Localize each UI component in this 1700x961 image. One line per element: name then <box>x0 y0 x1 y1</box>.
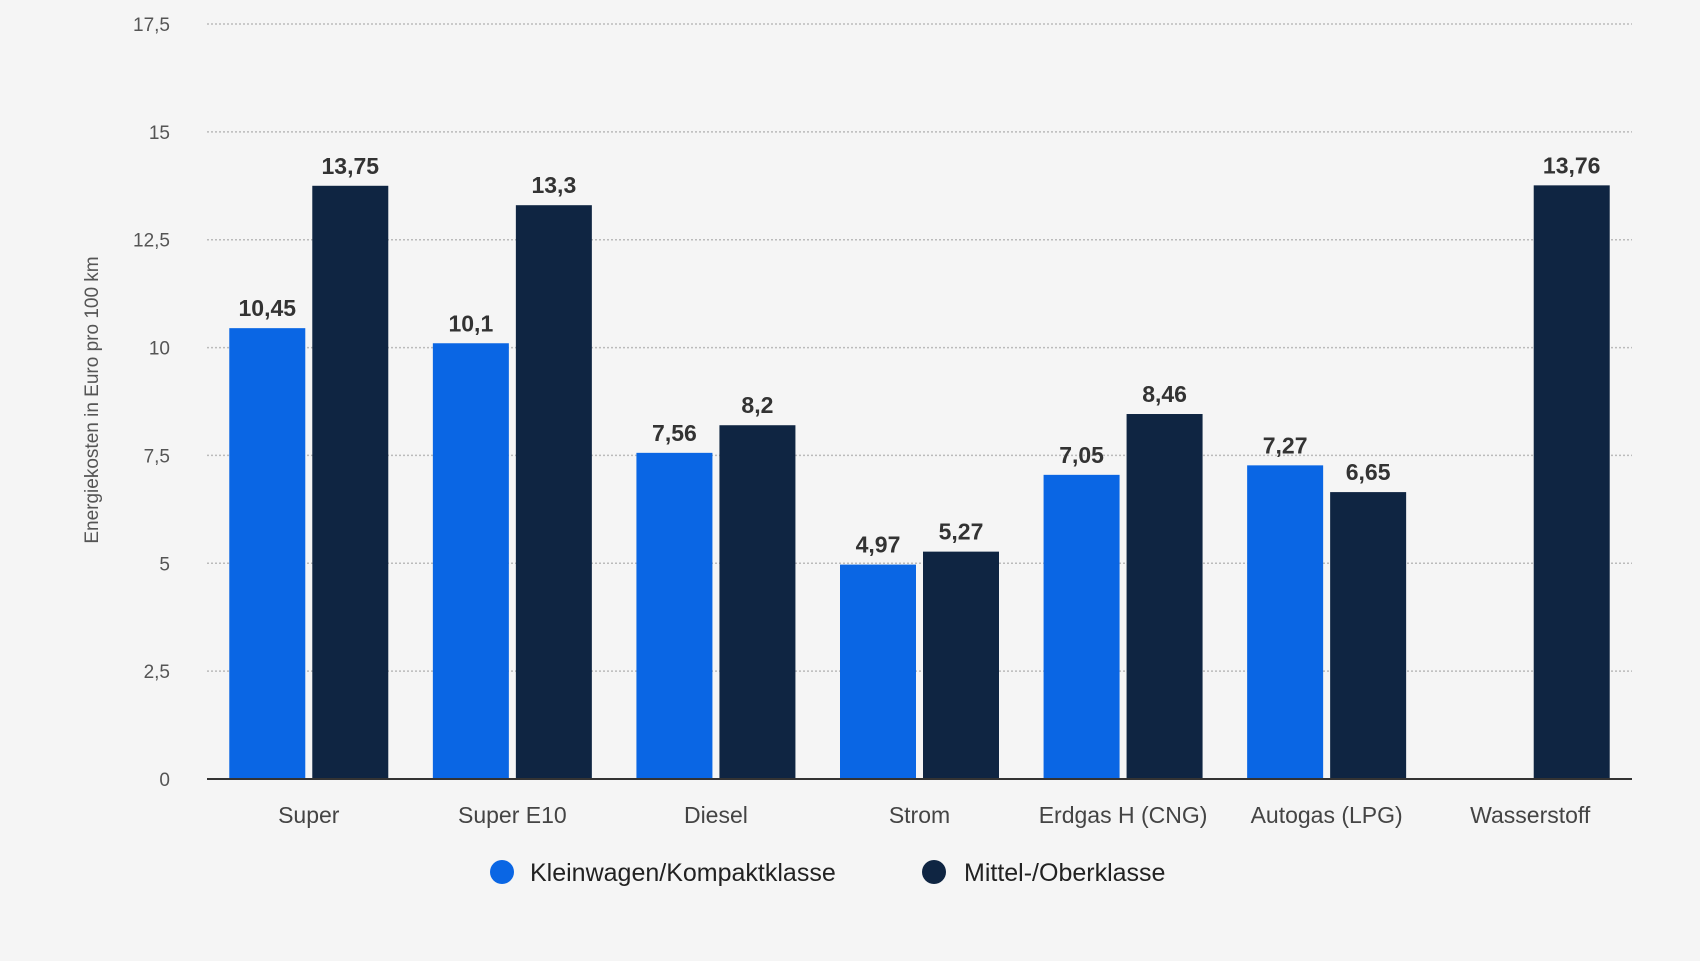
bar-kleinwagen[interactable] <box>840 564 916 779</box>
data-label: 8,46 <box>1142 381 1187 407</box>
x-axis-labels: Super Super E10 Diesel Strom Erdgas H (CNG) A… <box>278 802 1591 828</box>
y-tick-label: 2,5 <box>144 662 170 683</box>
y-tick-label: 15 <box>149 123 170 144</box>
legend-marker-kleinwagen <box>490 860 514 884</box>
gridlines <box>207 23 1632 672</box>
bar-mittelklasse[interactable] <box>1330 492 1407 779</box>
y-axis-ticks: 0 2,5 5 7,5 10 12,5 15 17,5 <box>133 15 170 791</box>
data-label: 13,76 <box>1543 152 1601 178</box>
data-label: 8,2 <box>741 392 773 418</box>
bar-kleinwagen[interactable] <box>1247 465 1324 779</box>
legend-label-kleinwagen: Kleinwagen/Kompaktklasse <box>530 859 836 887</box>
x-category-label: Super <box>278 802 340 828</box>
bar-kleinwagen[interactable] <box>1043 474 1120 779</box>
bar-kleinwagen[interactable] <box>229 328 306 779</box>
data-label: 7,27 <box>1263 432 1308 458</box>
bar-mittelklasse[interactable] <box>1126 414 1203 779</box>
y-tick-label: 7,5 <box>144 446 170 467</box>
bars: 10,45 13,75 10,1 13,3 7,56 8,2 4,97 5,27 7,05 8,4… <box>229 152 1610 780</box>
legend-label-mittelklasse: Mittel-/Oberklasse <box>964 859 1165 887</box>
bar-kleinwagen[interactable] <box>432 343 509 779</box>
legend-marker-mittelklasse <box>922 860 946 884</box>
data-label: 5,27 <box>939 519 984 545</box>
legend-item-kleinwagen[interactable]: Kleinwagen/Kompaktklasse <box>490 859 836 887</box>
data-label: 10,45 <box>239 295 297 321</box>
x-category-label: Autogas (LPG) <box>1251 802 1403 828</box>
x-category-label: Wasserstoff <box>1470 802 1591 828</box>
data-label: 13,3 <box>531 172 576 198</box>
x-category-label: Diesel <box>684 802 748 828</box>
x-category-label: Erdgas H (CNG) <box>1039 802 1208 828</box>
data-label: 7,56 <box>652 420 697 446</box>
data-label: 7,05 <box>1059 442 1104 468</box>
y-tick-label: 12,5 <box>133 231 170 252</box>
data-label: 6,65 <box>1346 459 1391 485</box>
bar-kleinwagen[interactable] <box>636 452 713 779</box>
data-label: 13,75 <box>322 153 380 179</box>
bar-mittelklasse[interactable] <box>923 551 999 779</box>
data-label: 10,1 <box>448 310 493 336</box>
y-tick-label: 0 <box>159 770 170 791</box>
bar-mittelklasse[interactable] <box>312 185 389 780</box>
bar-mittelklasse[interactable] <box>719 425 796 779</box>
y-axis-title: Energiekosten in Euro pro 100 km <box>82 256 103 543</box>
bar-mittelklasse[interactable] <box>1533 185 1610 780</box>
legend-item-mittelklasse[interactable]: Mittel-/Oberklasse <box>922 859 1165 887</box>
bar-mittelklasse[interactable] <box>515 205 592 779</box>
x-category-label: Strom <box>889 802 950 828</box>
legend: Kleinwagen/Kompaktklasse Mittel-/Oberkla… <box>490 859 1165 887</box>
y-tick-label: 17,5 <box>133 15 170 36</box>
y-tick-label: 5 <box>159 554 170 575</box>
y-tick-label: 10 <box>149 339 170 360</box>
data-label: 4,97 <box>856 532 901 558</box>
x-category-label: Super E10 <box>458 802 567 828</box>
